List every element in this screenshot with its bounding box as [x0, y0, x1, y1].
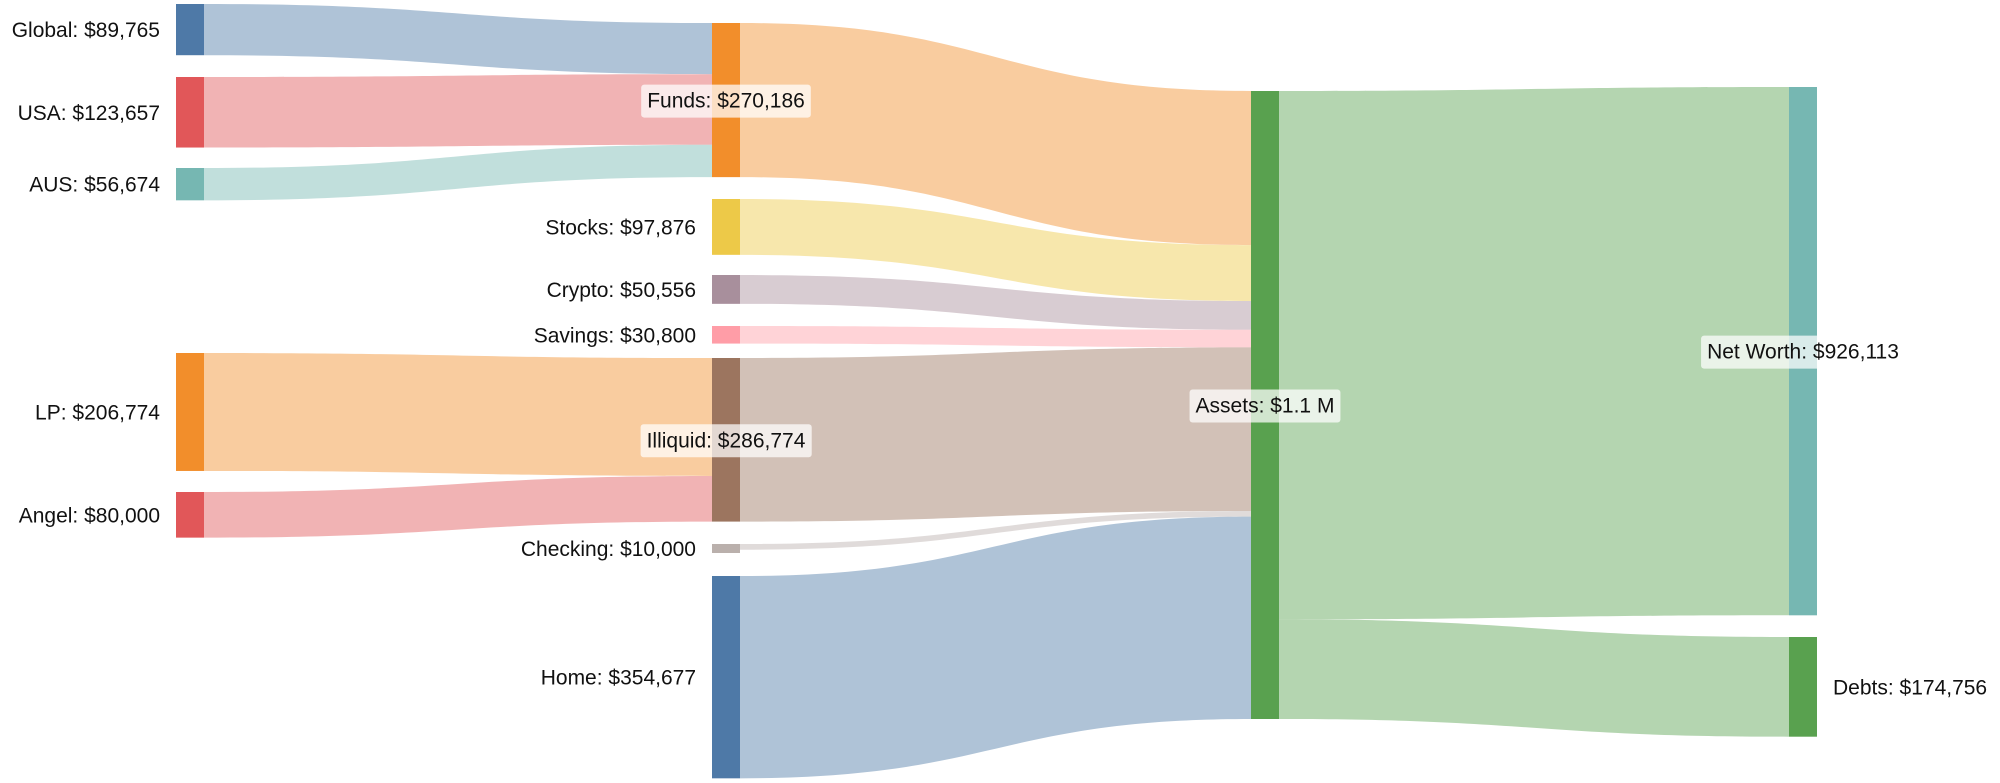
link-home-to-assets [740, 516, 1251, 779]
link-stocks-to-assets [740, 199, 1251, 301]
node-usa [176, 77, 204, 148]
link-aus-to-funds [204, 144, 712, 201]
node-global [176, 4, 204, 56]
link-usa-to-funds [204, 74, 712, 148]
label-checking: Checking: $10,000 [521, 538, 696, 561]
node-checking [712, 544, 740, 553]
node-crypto [712, 275, 740, 304]
label-savings: Savings: $30,800 [534, 324, 696, 347]
label-angel: Angel: $80,000 [19, 504, 160, 527]
link-global-to-funds [204, 4, 712, 75]
link-assets-to-debts [1279, 619, 1789, 737]
label-box-networth [1701, 335, 1905, 369]
link-angel-to-illiquid [204, 475, 712, 538]
label-box-assets [1189, 389, 1341, 423]
link-checking-to-assets [740, 510, 1251, 550]
label-stocks: Stocks: $97,876 [545, 216, 696, 239]
node-lp [176, 353, 204, 471]
label-box-illiquid [640, 424, 812, 458]
label-global: Global: $89,765 [12, 19, 160, 42]
label-aus: AUS: $56,674 [29, 174, 160, 197]
label-debts: Debts: $174,756 [1833, 676, 1987, 699]
link-assets-to-networth [1279, 87, 1789, 620]
link-lp-to-illiquid [204, 353, 712, 476]
label-usa: USA: $123,657 [18, 102, 160, 125]
link-savings-to-assets [740, 326, 1251, 348]
node-angel [176, 492, 204, 538]
label-home: Home: $354,677 [541, 667, 696, 690]
link-crypto-to-assets [740, 275, 1251, 330]
label-assets: Assets: $1.1 M [1196, 395, 1335, 418]
node-savings [712, 326, 740, 344]
label-networth: Net Worth: $926,113 [1707, 341, 1899, 364]
label-crypto: Crypto: $50,556 [547, 279, 696, 302]
label-box-funds [641, 84, 811, 118]
sankey-labels: Global: $89,765 USA: $123,657 AUS: $56,674… [12, 19, 1987, 699]
node-stocks [712, 199, 740, 255]
node-debts [1789, 637, 1817, 737]
link-illiquid-to-assets [740, 347, 1251, 522]
sankey-links [204, 4, 1789, 779]
node-home [712, 576, 740, 779]
label-funds: Funds: $270,186 [647, 90, 805, 113]
node-aus [176, 168, 204, 201]
sankey-nodes [176, 4, 1817, 779]
label-illiquid: Illiquid: $286,774 [647, 429, 806, 452]
label-lp: LP: $206,774 [35, 401, 160, 424]
link-funds-to-assets [740, 23, 1251, 246]
